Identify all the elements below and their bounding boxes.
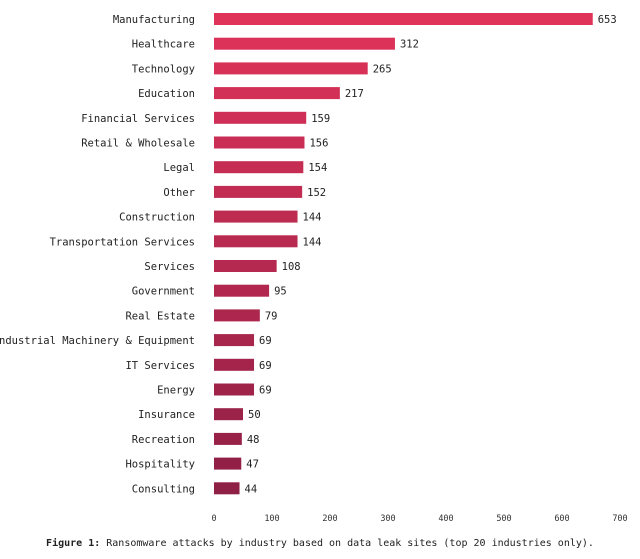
category-label: Retail & Wholesale	[81, 138, 195, 150]
value-label: 156	[309, 138, 328, 150]
value-label: 144	[303, 212, 322, 224]
category-label: Healthcare	[132, 39, 195, 51]
category-label: Hospitality	[125, 459, 195, 471]
category-label: Energy	[157, 385, 195, 397]
figure-caption-prefix: Figure 1:	[46, 538, 101, 549]
value-label: 217	[345, 88, 364, 100]
figure-caption: Figure 1: Ransomware attacks by industry…	[0, 538, 640, 549]
value-label: 159	[311, 113, 330, 125]
bar	[214, 210, 298, 223]
bar-chart: Manufacturing 653 Healthcare 312 Technology 2…	[0, 13, 628, 524]
category-label: Transportation Services	[50, 236, 195, 248]
value-label: 69	[259, 385, 272, 397]
x-tick-label: 100	[264, 514, 279, 524]
bar	[214, 111, 307, 124]
category-label: Government	[132, 286, 195, 298]
category-label: Education	[138, 88, 195, 100]
x-tick-label: 600	[554, 514, 569, 524]
x-tick-label: 300	[380, 514, 395, 524]
value-label: 95	[274, 286, 287, 298]
category-label: Real Estate	[125, 310, 195, 322]
bar	[214, 408, 243, 421]
value-label: 79	[265, 310, 278, 322]
category-label: Industrial Machinery & Equipment	[0, 335, 195, 347]
value-label: 48	[247, 434, 260, 446]
bar	[214, 13, 593, 25]
bar	[214, 260, 277, 272]
bar	[214, 284, 270, 297]
category-label: Services	[144, 261, 195, 273]
value-label: 44	[245, 483, 258, 495]
category-label: IT Services	[125, 360, 195, 372]
bar	[214, 185, 303, 198]
category-label: Manufacturing	[113, 14, 195, 26]
bar	[214, 482, 240, 495]
x-tick-label: 0	[211, 514, 216, 524]
value-label: 653	[598, 14, 617, 26]
bar	[214, 235, 298, 248]
x-tick-label: 400	[438, 514, 453, 524]
x-tick-label: 200	[322, 514, 337, 524]
value-label: 265	[373, 63, 392, 75]
bar	[214, 37, 395, 50]
bar	[214, 334, 255, 347]
bar	[214, 383, 255, 396]
category-label: Legal	[163, 162, 195, 174]
category-label: Recreation	[132, 434, 195, 446]
bar	[214, 161, 304, 174]
category-label: Other	[163, 187, 195, 199]
bar	[214, 136, 305, 149]
x-tick-label: 700	[612, 514, 627, 524]
value-label: 69	[259, 335, 272, 347]
bar	[214, 309, 260, 322]
bar	[214, 457, 242, 470]
bar	[214, 432, 242, 445]
value-label: 108	[282, 261, 301, 273]
category-label: Construction	[119, 212, 195, 224]
value-label: 69	[259, 360, 272, 372]
value-label: 47	[246, 459, 259, 471]
category-label: Technology	[132, 63, 195, 75]
value-label: 144	[303, 236, 322, 248]
value-label: 50	[248, 409, 261, 421]
value-label: 312	[400, 39, 419, 51]
bar	[214, 62, 368, 75]
x-tick-label: 500	[496, 514, 511, 524]
value-label: 152	[307, 187, 326, 199]
category-label: Financial Services	[81, 113, 195, 125]
category-label: Insurance	[138, 409, 195, 421]
bar	[214, 87, 340, 100]
value-label: 154	[308, 162, 327, 174]
chart-area: Manufacturing 653 Healthcare 312 Technology 2…	[0, 13, 628, 524]
figure-caption-text: Ransomware attacks by industry based on …	[106, 538, 594, 549]
bar	[214, 358, 255, 371]
category-label: Consulting	[132, 483, 195, 495]
